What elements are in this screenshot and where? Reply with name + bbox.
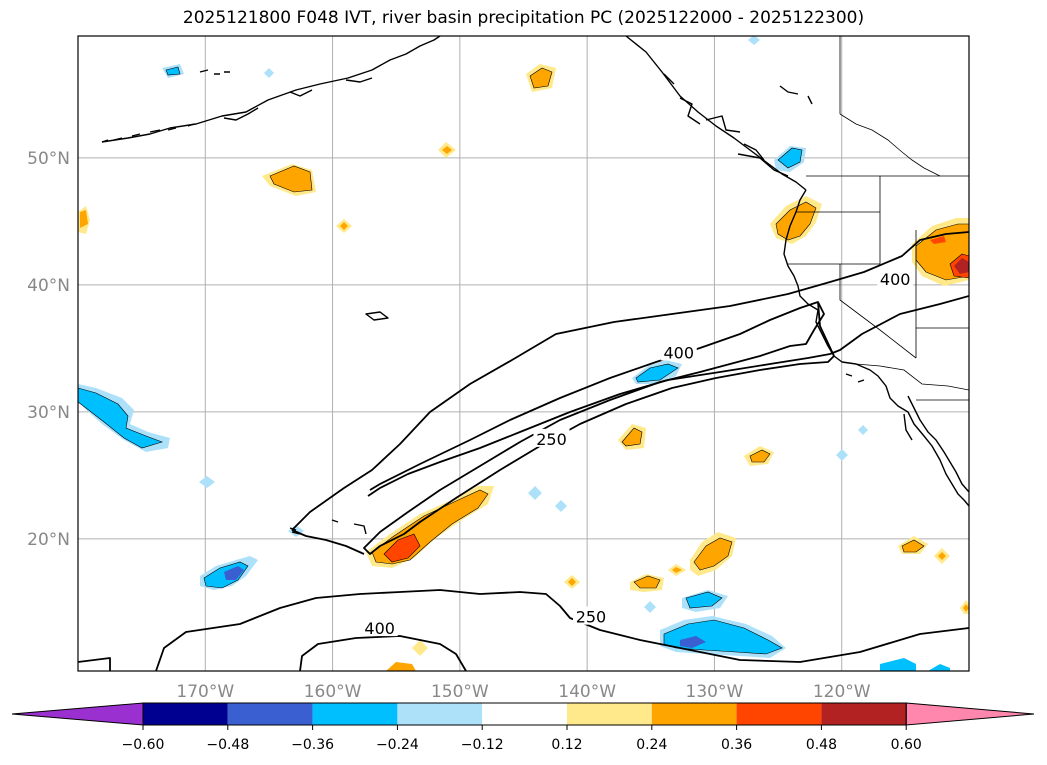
blue-region-bottom-right: [880, 658, 916, 671]
colorbar-segment: [312, 703, 398, 725]
us-mexico-border: [855, 363, 969, 391]
colorbar-segment: [143, 703, 228, 725]
colorbar-tick-label: −0.36: [291, 737, 334, 753]
lon-label: 150°W: [431, 682, 489, 702]
lat-label: 40°N: [27, 276, 70, 296]
lon-label: 140°W: [558, 682, 616, 702]
ivt-contour-250-inner: [367, 295, 969, 497]
lat-label: 30°N: [27, 403, 70, 423]
idaho-border: [879, 212, 917, 264]
oahu-island: [365, 311, 389, 321]
ivt-contour-label: 400: [364, 619, 395, 638]
ivt-contour-label: 250: [576, 608, 607, 627]
map-frame: [77, 35, 970, 672]
precip-shading: [78, 36, 969, 671]
lon-label: 120°W: [813, 682, 871, 702]
colorbar: −0.60 −0.48 −0.36 −0.24 −0.12 0.12 0.24 0.36 0.4…: [11, 702, 1035, 753]
panhandle-coast: [625, 36, 807, 191]
ivt-contour-400-south: [299, 635, 467, 671]
orange-dots: [80, 146, 969, 612]
colorbar-tick-label: 0.24: [636, 737, 667, 753]
ivt-contour-label: 250: [536, 430, 567, 449]
colorbar-tick-label: −0.60: [122, 737, 165, 753]
colorbar-tick-label: −0.48: [206, 737, 249, 753]
lon-label: 130°W: [686, 682, 744, 702]
bc-islands: [737, 153, 789, 177]
colorbar-tick-label: −0.24: [376, 737, 419, 753]
colorbar-segment: [821, 703, 907, 725]
latitude-labels: 50°N 40°N 30°N 20°N: [27, 149, 70, 550]
longitude-labels: 170°W 160°W 150°W 140°W 130°W 120°W: [176, 682, 870, 702]
contour-label-halo: [660, 342, 697, 361]
colorbar-tick-label: −0.12: [461, 737, 504, 753]
lon-label: 170°W: [176, 682, 234, 702]
lon-label: 160°W: [304, 682, 362, 702]
ivt-contour-labels: 400 400 250 250 400: [361, 268, 914, 638]
colorbar-segment: [227, 703, 313, 725]
orange-region-main-ar: [366, 486, 494, 568]
coastlines: [101, 36, 969, 535]
colorbar-frame: [142, 702, 907, 726]
orange-region-bottom: [386, 662, 416, 671]
contour-label-halo: [877, 268, 914, 287]
baja-peninsula: [907, 395, 969, 493]
colorbar-segment: [736, 703, 822, 725]
colorbar-tick-label: 0.60: [891, 737, 922, 753]
contour-label-halo: [572, 606, 609, 625]
aleutian-islands: [101, 69, 230, 143]
colorbar-extend-min: [11, 702, 144, 726]
colorbar-segment: [567, 703, 652, 725]
lat-label: 50°N: [27, 149, 70, 169]
west-coast: [783, 189, 969, 507]
political-borders: [788, 36, 969, 401]
ivt-contour-250-outer: [291, 231, 969, 531]
colorbar-segment: [651, 703, 737, 725]
map-plot-area: 400 400 250 250 400: [78, 36, 969, 671]
map-title: 2025121800 F048 IVT, river basin precipi…: [182, 8, 865, 28]
colorbar-segment: [397, 703, 483, 725]
colorbar-tick-label: 0.36: [721, 737, 752, 753]
lat-label: 20°N: [27, 530, 70, 550]
channel-islands: [845, 373, 865, 383]
ivt-contour-label: 400: [880, 270, 911, 289]
alaska-coast: [101, 36, 441, 143]
california-nevada-border: [839, 264, 917, 359]
ivt-contour-400-west: [78, 657, 111, 671]
colorbar-extend-max: [905, 702, 1035, 726]
colorbar-segments: [11, 702, 1035, 726]
colorbar-tick-label: 0.48: [806, 737, 837, 753]
contour-label-halo: [361, 618, 398, 637]
colorbar-tick-label: 0.12: [551, 737, 582, 753]
ivt-contour-label: 400: [664, 344, 695, 363]
contour-label-halo: [533, 428, 570, 447]
colorbar-tick-labels: −0.60 −0.48 −0.36 −0.24 −0.12 0.12 0.24 0.36 0.4…: [122, 725, 922, 753]
colorbar-segment: [482, 703, 567, 725]
ivt-contour-250-south: [155, 589, 969, 671]
blue-region-hawaii-nw: [78, 384, 170, 452]
